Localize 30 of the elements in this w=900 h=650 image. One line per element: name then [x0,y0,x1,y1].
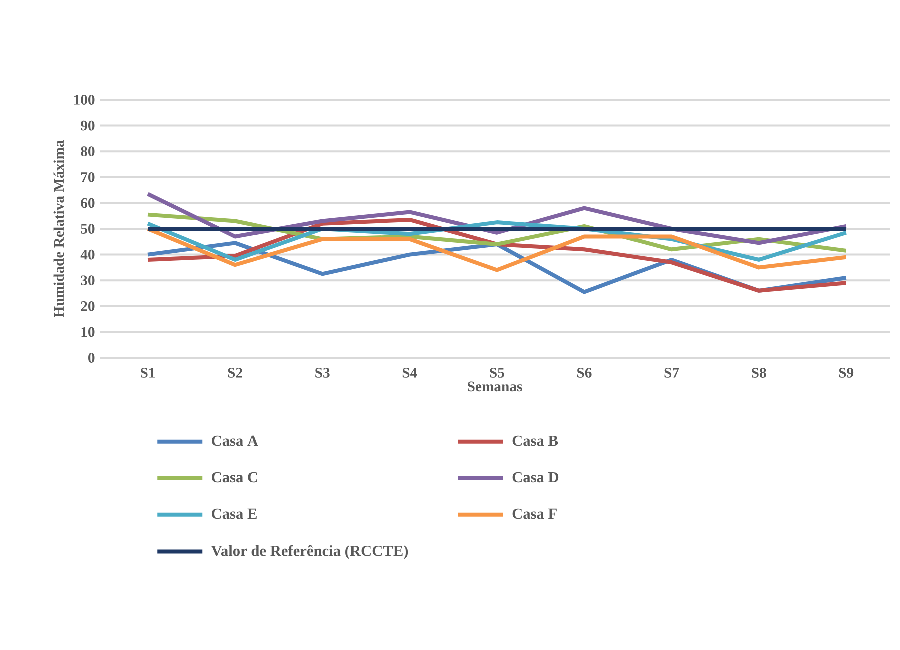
y-tick-label: 40 [80,250,95,260]
legend-label: Casa E [212,508,257,520]
x-axis-title: Semanas [468,382,522,392]
y-tick-label: 60 [81,198,95,208]
y-tick-label: 20 [81,301,95,312]
y-tick-label: 70 [81,172,95,182]
y-tick-label: 10 [82,327,95,338]
y-tick-label: 90 [81,120,95,131]
y-tick-label: 30 [81,276,95,286]
y-tick-label: 80 [81,146,95,157]
legend-label: Casa F [512,508,557,520]
line-series [146,226,848,272]
y-axis-title: Humidade Relativa Máxima [54,140,64,318]
legend-label: Casa D [512,472,559,483]
x-tick-label: S7 [664,368,680,378]
legend-label: Valor de Referência (RCCTE) [211,545,408,560]
y-tick-label: 100 [74,95,95,105]
x-tick-label: S5 [490,368,504,378]
x-tick-label: S2 [228,368,242,378]
x-tick-label: S8 [752,368,766,378]
x-tick-label: S9 [839,368,854,378]
legend-label: Casa C [212,472,258,483]
legend-label: Casa A [212,436,258,446]
y-tick-label: 50 [81,224,95,234]
x-tick-label: S1 [141,368,155,378]
x-tick-label: S4 [402,368,418,378]
x-tick-label: S6 [578,368,592,378]
x-tick-label: S3 [316,368,330,378]
y-tick-label: 0 [88,353,95,363]
legend-label: Casa B [512,436,558,446]
